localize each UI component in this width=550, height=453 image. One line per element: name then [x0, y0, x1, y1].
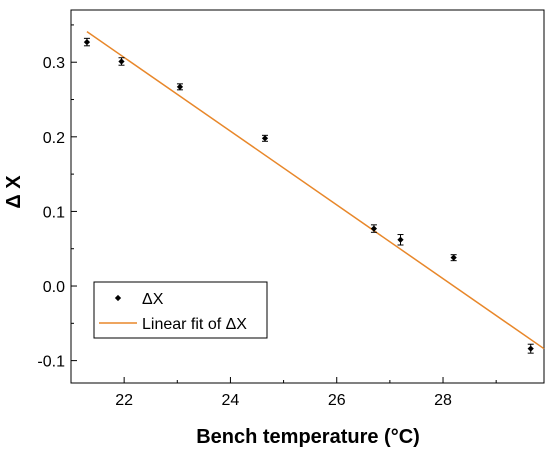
x-tick-label: 22 — [115, 392, 133, 409]
series-layer — [83, 31, 545, 354]
data-point — [370, 225, 378, 232]
fit-line — [86, 31, 545, 350]
y-tick-label: -0.1 — [37, 354, 65, 371]
y-tick-label: 0.3 — [43, 55, 65, 72]
data-point — [83, 38, 91, 46]
plot-frame-layer — [70, 9, 545, 384]
data-point — [176, 83, 184, 90]
y-axis-title: Δ X — [3, 175, 25, 209]
x-tick-label: 26 — [328, 392, 346, 409]
legend-box — [93, 281, 268, 339]
ticks-layer: 22 24 26 28 -0.1 0.0 0.1 0.2 0.3 — [37, 24, 497, 409]
plot-frame — [70, 9, 545, 384]
data-point — [118, 58, 125, 65]
legend-label-fit: Linear fit of ΔX — [142, 316, 247, 333]
x-tick-label: 24 — [222, 392, 240, 409]
data-point — [450, 254, 457, 261]
data-point — [397, 236, 404, 243]
data-point — [261, 135, 269, 142]
y-tick-label: 0.1 — [43, 204, 65, 221]
legend: ΔX Linear fit of ΔX — [93, 281, 268, 339]
legend-label-points: ΔX — [142, 291, 164, 308]
x-tick-label: 28 — [434, 392, 452, 409]
legend-entries: ΔX Linear fit of ΔX — [99, 291, 247, 333]
y-tick-label: 0.0 — [43, 279, 65, 296]
x-axis-title: Bench temperature (°C) — [196, 426, 420, 448]
data-point — [527, 345, 534, 352]
y-tick-label: 0.2 — [43, 130, 65, 147]
